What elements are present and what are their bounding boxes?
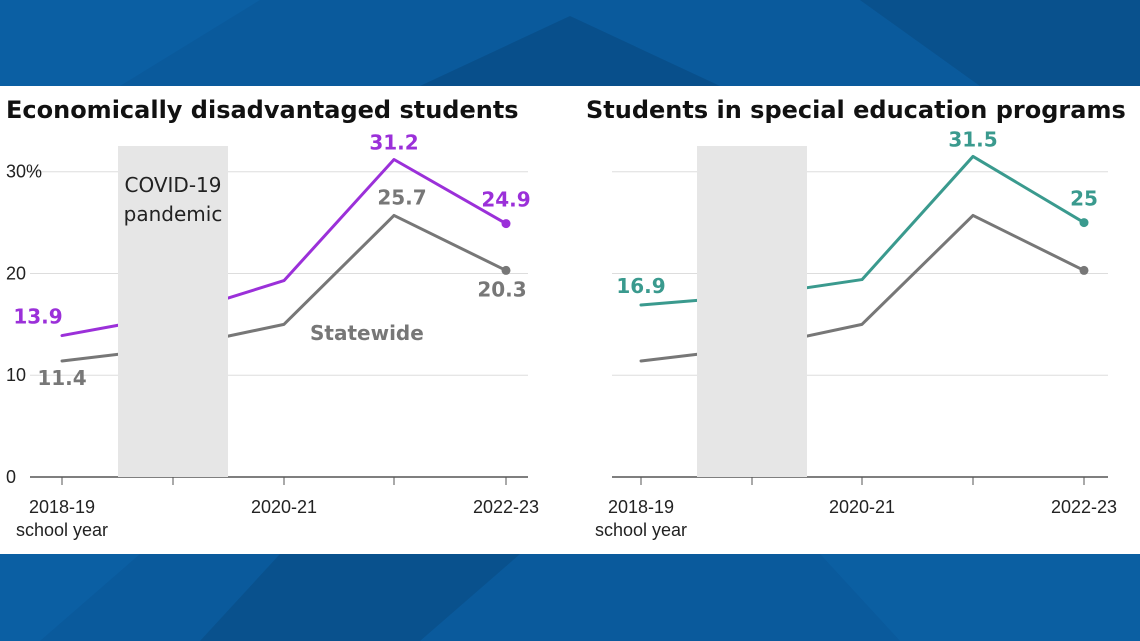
chart-title-1: Economically disadvantaged students bbox=[6, 96, 519, 124]
series-end-point bbox=[1079, 218, 1089, 228]
data-label: 20.3 bbox=[477, 277, 526, 301]
footer-background-band bbox=[0, 554, 1140, 641]
y-tick-label: 0 bbox=[6, 467, 16, 487]
data-label: 25 bbox=[1070, 187, 1098, 211]
y-tick-label: 20 bbox=[6, 263, 26, 283]
pandemic-shaded-region-overlay bbox=[697, 146, 807, 477]
series-end-point bbox=[501, 265, 511, 275]
x-tick-label: 2022-23 bbox=[473, 497, 539, 517]
pandemic-annotation: COVID-19 pandemic bbox=[124, 173, 223, 226]
series-end-point bbox=[501, 219, 511, 229]
pandemic-shaded-region-overlay bbox=[118, 146, 228, 477]
series-end-point bbox=[1079, 265, 1089, 275]
data-label: 25.7 bbox=[377, 185, 426, 209]
data-label: 24.9 bbox=[481, 188, 530, 212]
header-background-pattern bbox=[0, 0, 1140, 86]
x-tick-label: 2020-21 bbox=[251, 497, 317, 517]
statewide-series-label: Statewide bbox=[310, 321, 424, 345]
x-tick-label: 2020-21 bbox=[829, 497, 895, 517]
charts-canvas: Economically disadvantaged students 0 10 20… bbox=[6, 96, 1126, 540]
data-label: 11.4 bbox=[37, 366, 86, 390]
x-tick-label: 2018-19 school year bbox=[16, 497, 108, 540]
data-label: 31.5 bbox=[948, 127, 997, 151]
data-label: 13.9 bbox=[13, 305, 62, 329]
header-background-band bbox=[0, 0, 1140, 86]
y-tick-label: 30% bbox=[6, 162, 42, 182]
y-tick-label: 10 bbox=[6, 365, 26, 385]
charts-panel: Economically disadvantaged students 0 10 20… bbox=[0, 86, 1140, 554]
data-label: 16.9 bbox=[616, 274, 665, 298]
footer-background-pattern bbox=[0, 554, 1140, 641]
x-tick-label: 2018-19 school year bbox=[595, 497, 687, 540]
chart-title-2: Students in special education programs bbox=[586, 96, 1126, 124]
x-tick-label: 2022-23 bbox=[1051, 497, 1117, 517]
data-label: 31.2 bbox=[369, 130, 418, 154]
